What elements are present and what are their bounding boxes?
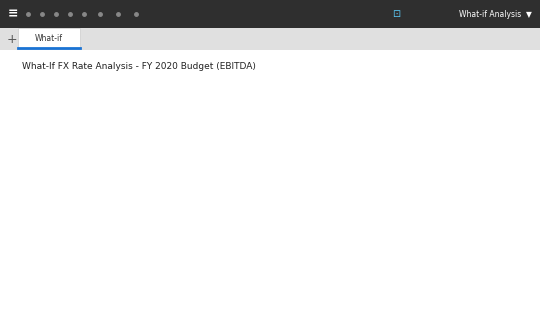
Best Case USD FX Rate [390,101,396,105]
Best Case USD FX Rate [183,140,189,144]
Base [212,243,218,247]
Text: ≡: ≡ [8,7,18,21]
Best Case USD FX Rate [123,147,130,150]
Base [330,195,337,199]
Best Case USD FX Rate [64,165,70,168]
Worst Case USD FX Rate [93,229,100,233]
Worst Case USD FX Rate [241,282,248,286]
Base [241,243,248,247]
Best Case USD FX Rate [241,221,248,225]
Bar [0,0,540,28]
Worst Case USD FX Rate [330,243,337,247]
Best Case USD FX Rate [212,221,218,225]
Worst Case USD FX Rate [153,205,159,209]
Best Case USD FX Rate [360,124,367,128]
Worst Case USD FX Rate [183,232,189,236]
Worst Case USD FX Rate [271,253,278,257]
Best Case USD FX Rate [153,98,159,102]
Worst Case USD FX Rate [390,205,396,209]
Y-axis label: Amount - EBITDA: Amount - EBITDA [28,163,35,223]
Best Case USD FX Rate [301,192,307,196]
Line: Worst Case USD FX Rate: Worst Case USD FX Rate [65,205,395,286]
Base [390,145,396,149]
X-axis label: Period: Period [219,306,241,312]
Worst Case USD FX Rate [64,250,70,254]
Text: What-if: What-if [35,34,63,43]
Worst Case USD FX Rate [123,237,130,241]
Line: Best Case USD FX Rate: Best Case USD FX Rate [65,98,395,225]
Base [271,203,278,207]
Base [183,179,189,183]
Bar [0,28,540,50]
Base [301,224,307,228]
Worst Case USD FX Rate [212,282,218,286]
Worst Case USD FX Rate [301,265,307,269]
Best Case USD FX Rate [93,132,100,136]
Base [360,168,367,172]
Text: What-If FX Rate Analysis - FY 2020 Budget (EBITDA): What-If FX Rate Analysis - FY 2020 Budge… [22,62,256,71]
Best Case USD FX Rate [271,173,278,176]
Base [123,184,130,188]
Text: What-if Analysis  ▼: What-if Analysis ▼ [459,10,532,18]
Line: Base: Base [65,145,395,247]
Text: +: + [7,33,18,45]
Base [64,198,70,202]
Text: ⊡: ⊡ [392,9,400,19]
Legend: Base, Best Case USD FX Rate, Worst Case USD FX Rate: Base, Best Case USD FX Rate, Worst Case … [415,91,510,128]
Base [153,145,159,149]
Bar [0,50,540,322]
Base [93,174,100,178]
Worst Case USD FX Rate [360,223,367,226]
Bar [18,28,80,49]
Best Case USD FX Rate [330,161,337,165]
